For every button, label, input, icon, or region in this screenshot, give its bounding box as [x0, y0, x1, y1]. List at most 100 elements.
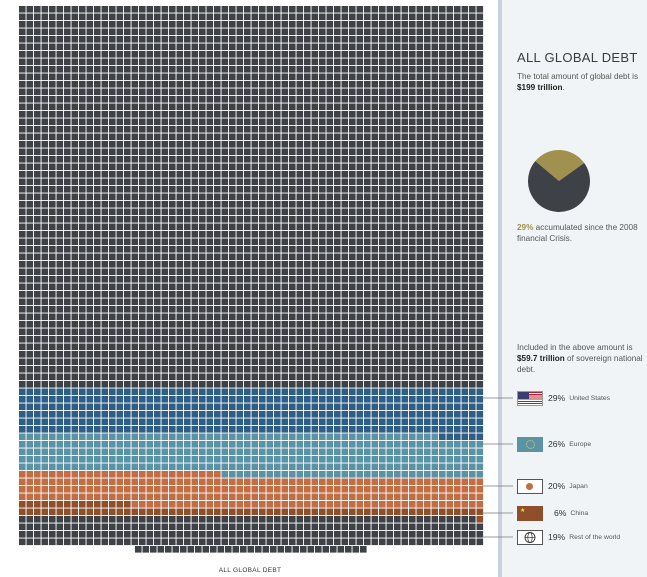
waffle-cell [379, 81, 386, 88]
waffle-cell [356, 418, 364, 426]
waffle-cell [446, 471, 454, 478]
waffle-cell [416, 148, 424, 156]
waffle-cell [221, 531, 229, 538]
waffle-cell [214, 66, 221, 73]
waffle-cell [26, 486, 34, 493]
waffle-cell [154, 186, 161, 193]
waffle-cell [371, 276, 379, 283]
waffle-cell [311, 306, 319, 313]
waffle-cell [476, 231, 484, 238]
waffle-cell [214, 516, 221, 523]
waffle-cell [71, 36, 79, 43]
waffle-cell [341, 396, 349, 403]
waffle-cell [94, 441, 101, 448]
waffle-cell [229, 73, 236, 81]
waffle-cell [146, 223, 154, 231]
waffle-cell [139, 81, 146, 88]
waffle-cell [71, 381, 79, 388]
waffle-cell [326, 246, 334, 253]
waffle-cell [349, 208, 356, 216]
waffle-cell [146, 58, 154, 66]
waffle-cell [64, 313, 71, 321]
waffle-cell [229, 531, 236, 538]
waffle-cell [116, 283, 124, 291]
waffle-cell [176, 433, 184, 441]
waffle-cell [319, 283, 326, 291]
waffle-cell [124, 403, 131, 411]
waffle-cell [274, 186, 281, 193]
waffle-cell [401, 186, 409, 193]
waffle-cell [221, 21, 229, 28]
waffle-cell [461, 396, 469, 403]
waffle-cell [401, 463, 409, 471]
waffle-cell [394, 433, 401, 441]
waffle-cell [371, 508, 379, 516]
waffle-cell [364, 358, 371, 366]
waffle-cell [199, 66, 206, 73]
waffle-cell [184, 501, 191, 508]
waffle-cell [416, 276, 424, 283]
waffle-cell [19, 418, 26, 426]
waffle-cell [79, 373, 86, 381]
waffle-cell [476, 358, 484, 366]
waffle-cell [424, 373, 431, 381]
waffle-cell [379, 21, 386, 28]
waffle-cell [169, 268, 176, 276]
waffle-cell [41, 486, 49, 493]
waffle-cell [319, 6, 326, 13]
waffle-cell [26, 171, 34, 178]
waffle-cell [296, 171, 304, 178]
waffle-cell [304, 88, 311, 96]
waffle-cell [341, 148, 349, 156]
waffle-cell [131, 358, 139, 366]
waffle-cell [26, 441, 34, 448]
waffle-cell [371, 111, 379, 118]
waffle-cell [251, 486, 259, 493]
waffle-cell [424, 186, 431, 193]
waffle-cell [161, 351, 169, 358]
waffle-cell [461, 261, 469, 268]
waffle-cell [19, 283, 26, 291]
waffle-cell [64, 163, 71, 171]
waffle-cell [146, 373, 154, 381]
waffle-cell [304, 253, 311, 261]
waffle-cell [229, 28, 236, 36]
waffle-cell [251, 238, 259, 246]
waffle-cell [401, 501, 409, 508]
waffle-cell [371, 471, 379, 478]
waffle-cell [139, 403, 146, 411]
waffle-cell [221, 298, 229, 306]
waffle-cell [431, 501, 439, 508]
waffle-cell [146, 411, 154, 418]
waffle-cell [101, 171, 109, 178]
waffle-cell [424, 381, 431, 388]
waffle-cell [334, 493, 341, 501]
waffle-cell [304, 471, 311, 478]
waffle-cell [356, 388, 364, 396]
waffle-cell [41, 261, 49, 268]
waffle-cell [49, 426, 56, 433]
waffle-cell [416, 193, 424, 201]
waffle-cell [326, 111, 334, 118]
waffle-cell [394, 478, 401, 486]
waffle-cell [394, 66, 401, 73]
waffle-cell [424, 441, 431, 448]
waffle-cell [244, 28, 251, 36]
waffle-cell [379, 433, 386, 441]
waffle-cell [409, 58, 416, 66]
waffle-cell [71, 358, 79, 366]
waffle-cell [214, 96, 221, 103]
waffle-cell [386, 96, 394, 103]
waffle-cell [439, 516, 446, 523]
waffle-cell [270, 546, 277, 553]
waffle-cell [26, 21, 34, 28]
waffle-cell [86, 396, 94, 403]
waffle-cell [311, 418, 319, 426]
waffle-cell [191, 306, 199, 313]
waffle-cell [341, 321, 349, 328]
waffle-cell [139, 238, 146, 246]
waffle-cell [476, 43, 484, 51]
waffle-cell [184, 148, 191, 156]
waffle-cell [476, 321, 484, 328]
waffle-cell [454, 96, 461, 103]
